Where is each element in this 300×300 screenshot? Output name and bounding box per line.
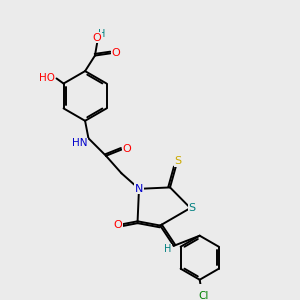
Text: S: S: [188, 203, 195, 213]
Text: HO: HO: [39, 74, 55, 83]
Text: O: O: [111, 48, 120, 58]
Text: O: O: [122, 144, 131, 154]
Text: Cl: Cl: [198, 291, 208, 300]
Text: O: O: [113, 220, 122, 230]
Text: O: O: [93, 33, 101, 43]
Text: H: H: [164, 244, 171, 254]
Text: N: N: [135, 184, 143, 194]
Text: HN: HN: [72, 138, 88, 148]
Text: H: H: [98, 29, 105, 39]
Text: S: S: [174, 156, 182, 167]
